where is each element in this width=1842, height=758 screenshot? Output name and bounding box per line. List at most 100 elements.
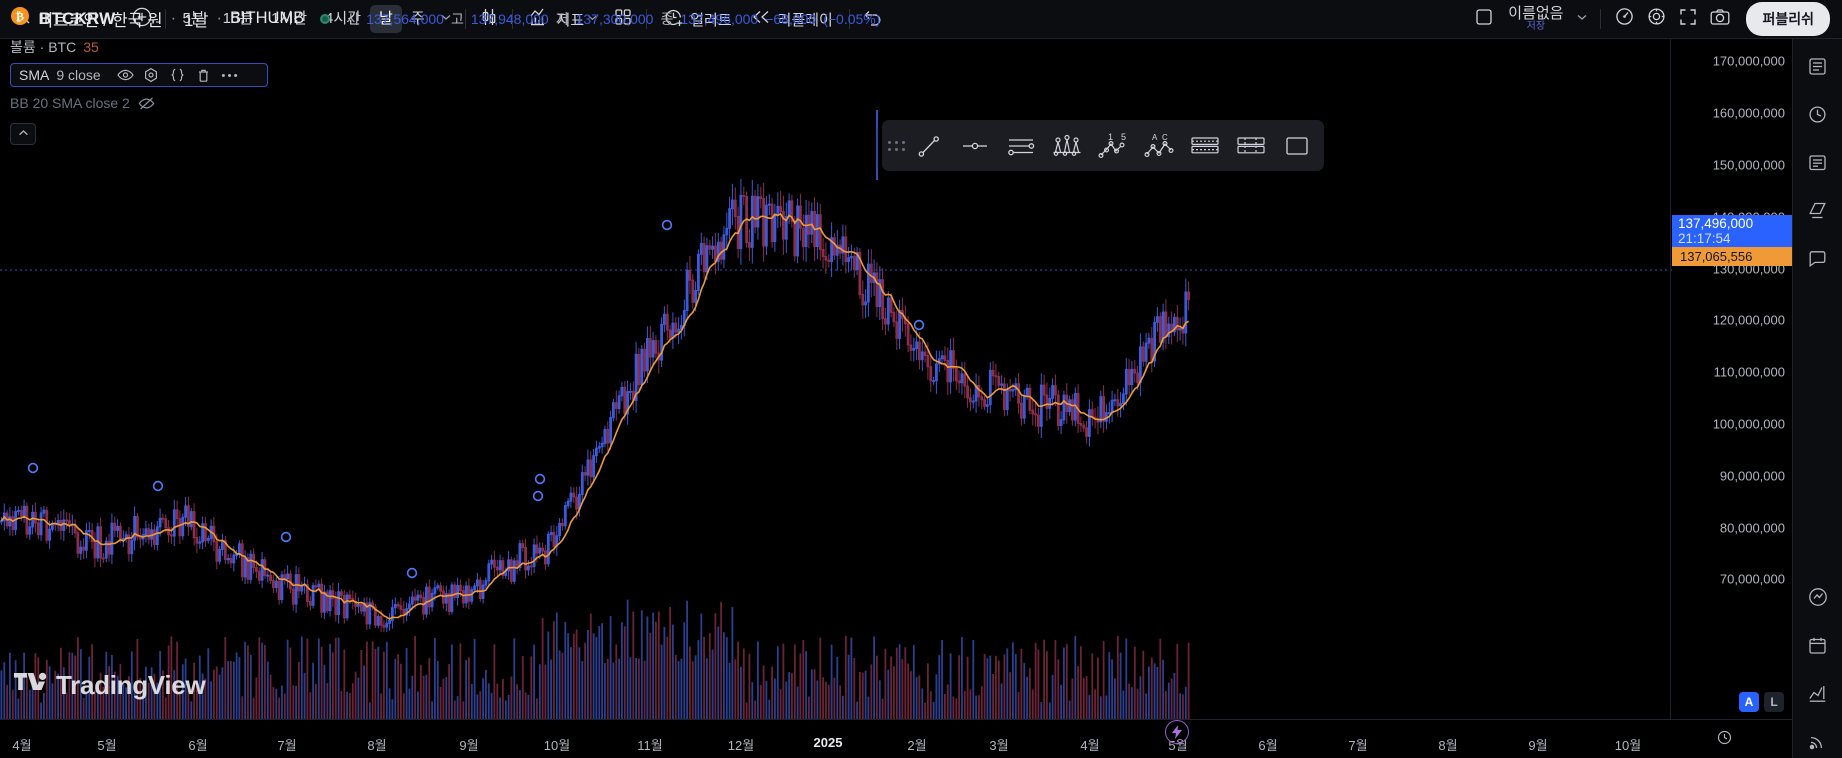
time-tick: 6월 <box>1258 738 1278 753</box>
camera-icon <box>1709 7 1731 32</box>
alerts-clock-icon[interactable] <box>1800 97 1836 131</box>
trash-icon[interactable] <box>194 66 213 85</box>
indicators-button[interactable]: 지표 <box>520 5 608 34</box>
legend-title-row[interactable]: ₿ 비트코인 / 한국 원 · 1날 · BITHUMB 시 137,564,00… <box>10 6 880 31</box>
volume-label: 볼륨 · BTC <box>10 39 77 55</box>
open-label: 시 <box>346 10 360 27</box>
time-tick: 2월 <box>907 738 927 753</box>
time-tick: 5월 <box>97 738 117 753</box>
chart-legend: ₿ 비트코인 / 한국 원 · 1날 · BITHUMB 시 137,564,00… <box>10 6 880 145</box>
publish-button[interactable]: 퍼블리쉬 <box>1746 2 1830 36</box>
long-position-icon[interactable] <box>1182 125 1228 167</box>
alert-button[interactable]: 얼러트 <box>654 5 740 34</box>
short-position-icon[interactable] <box>1228 125 1274 167</box>
gear-icon <box>1646 6 1667 32</box>
elliott-wave-icon[interactable]: 1 5 <box>1090 125 1136 167</box>
fullscreen-button[interactable] <box>1672 4 1704 34</box>
timeframe-1d[interactable]: 날 <box>370 5 402 33</box>
high-label: 고 <box>450 10 464 27</box>
time-tick: 10월 <box>1614 738 1642 753</box>
time-tick: 8월 <box>1438 738 1458 753</box>
time-tick: 12월 <box>727 738 755 753</box>
divider <box>511 9 513 29</box>
price-tick: 90,000,000 <box>1719 468 1785 484</box>
volume-value: 35 <box>83 39 99 55</box>
time-tick: 3월 <box>989 738 1009 753</box>
snapshot-button[interactable] <box>1704 4 1736 34</box>
timeframe-more-button[interactable] <box>434 4 458 34</box>
timeframe-15m[interactable]: 15분 <box>222 10 254 27</box>
drag-handle-icon[interactable] <box>886 128 906 164</box>
hotlist-icon[interactable] <box>1800 580 1836 614</box>
divider <box>464 9 466 29</box>
legend-bb-row[interactable]: BB 20 SMA close 2 <box>10 91 880 115</box>
price-tick: 150,000,000 <box>1712 157 1785 173</box>
eye-hidden-icon[interactable] <box>137 94 156 113</box>
timezone-clock-icon[interactable] <box>1717 730 1732 750</box>
time-scale[interactable]: 4월 5월 6월 7월 8월 9월 10월 11월 12월 2025 2월 3월… <box>0 719 1792 758</box>
pitchfork-icon[interactable] <box>1044 125 1090 167</box>
legend-volume-row[interactable]: 볼륨 · BTC 35 <box>10 35 880 59</box>
time-tick: 6월 <box>188 738 208 753</box>
calendar-icon[interactable] <box>1800 628 1836 662</box>
sma-params: 9 close <box>56 67 101 83</box>
settings-circle-icon[interactable] <box>142 66 161 85</box>
eye-icon[interactable] <box>116 66 135 85</box>
divider <box>1600 9 1602 29</box>
low-label: 저 <box>555 10 569 27</box>
current-price-value: 137,496,000 <box>1678 216 1754 231</box>
chart-plot <box>0 179 1672 719</box>
legend-collapse-button[interactable] <box>10 123 36 145</box>
volume-alert-badge[interactable] <box>1165 720 1189 744</box>
trend-line-icon[interactable] <box>906 125 952 167</box>
add-symbol-button[interactable] <box>126 4 158 34</box>
more-options-icon[interactable] <box>220 66 239 85</box>
timeframe-1w[interactable]: 주 <box>410 10 425 27</box>
svg-text:C: C <box>1162 133 1168 142</box>
current-price-badge[interactable]: 137,496,000 21:17:54 <box>1672 215 1792 247</box>
horizontal-ray-icon[interactable] <box>952 125 998 167</box>
price-tick: 170,000,000 <box>1712 53 1785 69</box>
undo-button[interactable] <box>857 4 889 34</box>
symbol-label: BTCKRW <box>39 9 116 28</box>
timeframe-5m[interactable]: 5분 <box>182 10 205 27</box>
broadcast-icon[interactable] <box>1800 724 1836 758</box>
sma-price-badge[interactable]: 137,065,556 <box>1672 247 1792 266</box>
price-tick: 120,000,000 <box>1712 312 1785 328</box>
news-icon[interactable] <box>1800 145 1836 179</box>
rectangle-icon[interactable] <box>1274 125 1320 167</box>
market-open-dot <box>320 13 331 24</box>
log-scale-toggle[interactable]: L <box>1764 692 1784 712</box>
timeframe-1h[interactable]: 1시간 <box>271 10 308 27</box>
layout-menu-button[interactable] <box>1571 4 1593 34</box>
replay-button[interactable]: 리플레이 <box>741 5 842 34</box>
legend-sma-row[interactable]: SMA 9 close <box>10 63 268 87</box>
chart-type-button[interactable] <box>473 4 505 34</box>
tradingview-watermark: TradingView <box>14 669 206 702</box>
price-scale[interactable]: 170,000,000 160,000,000 150,000,000 140,… <box>1670 39 1792 719</box>
time-tick: 9월 <box>1528 738 1548 753</box>
svg-text:A: A <box>1152 133 1158 142</box>
data-window-icon[interactable] <box>1800 676 1836 710</box>
close-label: 종 <box>660 10 674 27</box>
watchlist-icon[interactable] <box>1800 49 1836 83</box>
ideas-icon[interactable] <box>1800 193 1836 227</box>
svg-text:₿: ₿ <box>16 10 24 24</box>
xabcd-pattern-icon[interactable]: A C <box>1136 125 1182 167</box>
settings-button[interactable] <box>1640 4 1672 34</box>
time-tick: 8월 <box>367 738 387 753</box>
quick-settings-button[interactable] <box>1608 4 1640 34</box>
chat-icon[interactable] <box>1800 241 1836 275</box>
layout-select-button[interactable] <box>1468 4 1500 34</box>
time-tick: 9월 <box>459 738 479 753</box>
source-code-icon[interactable] <box>168 66 187 85</box>
templates-button[interactable] <box>607 4 639 34</box>
plus-circle-icon <box>131 6 153 33</box>
timeframe-4h[interactable]: 4시간 <box>325 10 361 27</box>
parallel-channel-icon[interactable] <box>998 125 1044 167</box>
layout-name-button[interactable]: 이름없음 저장 <box>1500 6 1571 32</box>
chart-canvas[interactable]: TradingView <box>0 39 1792 758</box>
grid-templates-icon <box>613 7 633 32</box>
auto-scale-toggle[interactable]: A <box>1739 692 1759 712</box>
indicators-icon <box>529 7 551 31</box>
